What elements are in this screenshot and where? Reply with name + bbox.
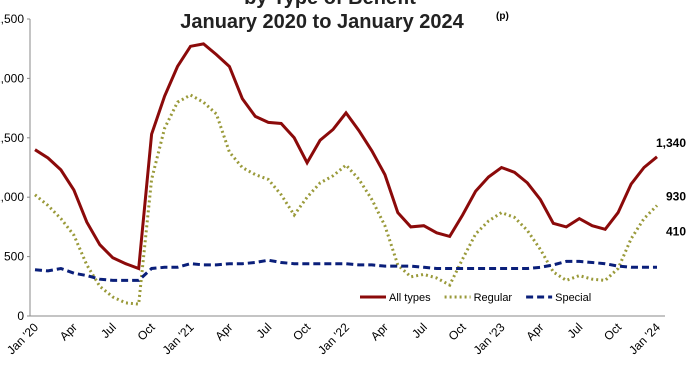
y-tick-label: 1,500 (0, 131, 24, 145)
x-tick-label: Jan '24 (626, 320, 663, 357)
x-tick-label: Jul (409, 320, 430, 341)
x-tick-label: Jan '20 (4, 320, 41, 357)
end-label: 410 (666, 224, 686, 238)
y-tick-label: 2,500 (0, 12, 24, 26)
x-tick-label: Oct (446, 320, 470, 344)
x-tick-label: Apr (368, 320, 391, 343)
end-label: 1,340 (656, 136, 686, 150)
x-tick-label: Jan '23 (471, 320, 508, 357)
y-tick-label: 500 (4, 250, 24, 264)
x-tick-label: Apr (523, 320, 546, 343)
series-line (34, 42, 658, 271)
y-tick-label: 0 (17, 309, 24, 323)
x-tick-label: Jul (98, 320, 119, 341)
y-tick-label: 2,000 (0, 71, 24, 85)
end-label: 930 (666, 190, 686, 204)
subtitle-note: (p) (496, 11, 509, 22)
chart-title: by Type of Benefit (244, 0, 416, 9)
x-tick-label: Apr (57, 320, 80, 343)
chart-subtitle: January 2020 to January 2024 (180, 11, 464, 33)
y-tick-label: 1,000 (0, 190, 24, 204)
legend-label: All types (389, 292, 431, 304)
x-tick-label: Oct (290, 320, 314, 344)
x-tick-label: Oct (601, 320, 625, 344)
x-tick-label: Jul (254, 320, 275, 341)
series-line (34, 258, 657, 282)
x-tick-label: Jan '21 (160, 320, 197, 357)
legend-label: Special (555, 292, 591, 304)
series-line (34, 93, 659, 306)
legend-label: Regular (474, 292, 513, 304)
x-tick-label: Jan '22 (315, 320, 352, 357)
x-tick-label: Apr (212, 320, 235, 343)
x-tick-label: Jul (565, 320, 586, 341)
x-tick-label: Oct (135, 320, 159, 344)
